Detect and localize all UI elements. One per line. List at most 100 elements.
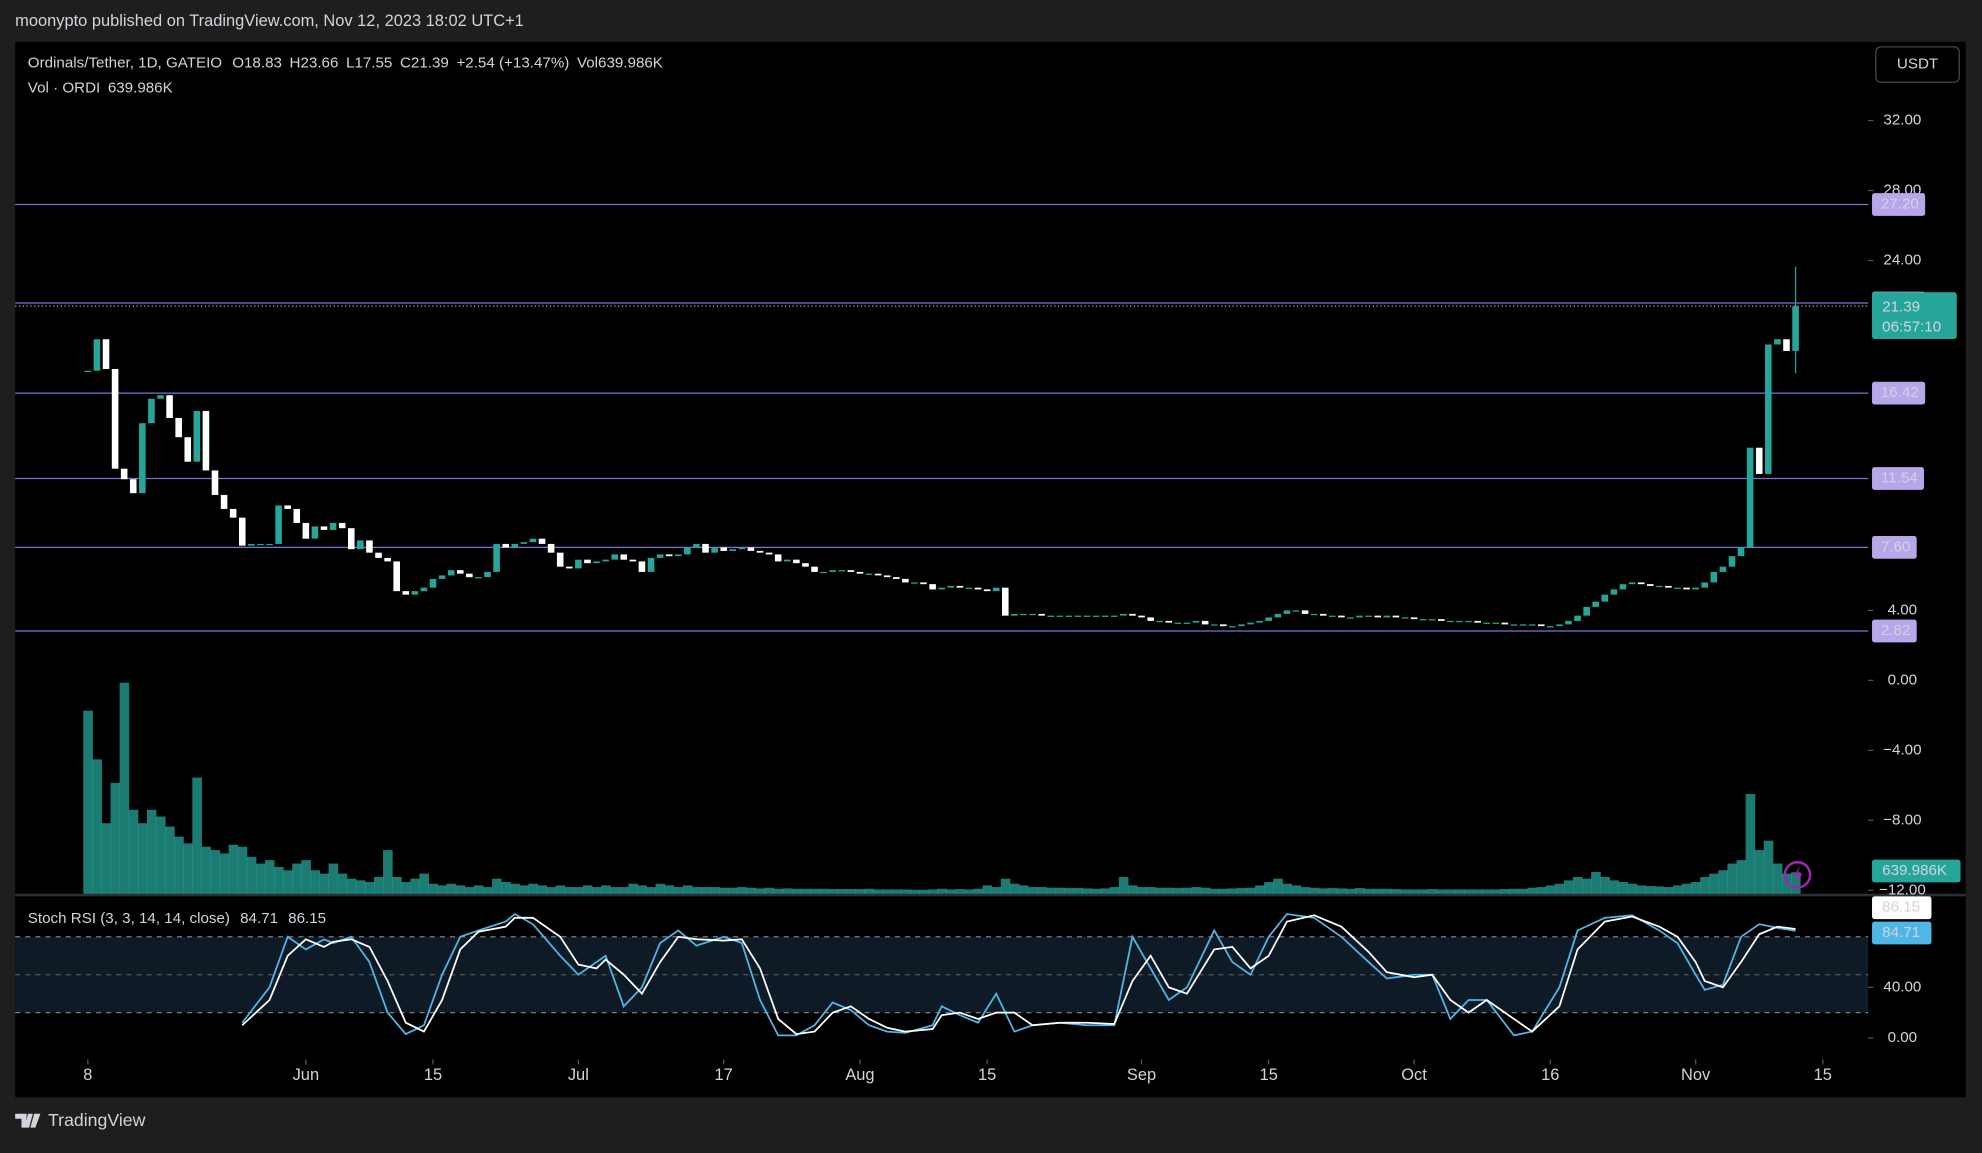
volume-bar xyxy=(809,888,820,894)
volume-bar xyxy=(1164,887,1174,894)
candle xyxy=(1401,617,1409,619)
candle xyxy=(1674,587,1681,589)
candle xyxy=(393,561,400,592)
y-tick-label: 0.00 xyxy=(1888,671,1918,688)
volume-bar xyxy=(1336,888,1347,894)
candle xyxy=(1565,620,1572,625)
candle xyxy=(892,577,900,579)
volume-bar xyxy=(219,853,230,894)
candle xyxy=(1247,622,1254,625)
volume-bar xyxy=(1064,888,1074,894)
currency-button[interactable] xyxy=(1875,46,1960,83)
ohlc-letter: H xyxy=(290,54,301,71)
candle xyxy=(538,538,546,544)
candle xyxy=(584,559,591,564)
volume-letter: Vol xyxy=(577,54,598,71)
volume-bar xyxy=(183,843,193,894)
candle xyxy=(1610,589,1618,595)
volume-bar xyxy=(201,846,211,894)
volume-bar xyxy=(146,809,157,894)
volume-bar xyxy=(1654,886,1665,894)
volume-bar xyxy=(1700,876,1710,894)
candle xyxy=(1083,615,1091,617)
level-box xyxy=(1872,193,1926,216)
candle xyxy=(1020,613,1027,616)
volume-bar xyxy=(955,889,965,894)
candle xyxy=(329,522,337,530)
volume-bar xyxy=(1409,889,1420,894)
volume-bar xyxy=(301,860,311,894)
volume-bar xyxy=(773,888,784,894)
volume-bar xyxy=(1400,889,1411,894)
volume-bar xyxy=(1591,871,1601,894)
candle xyxy=(929,584,936,590)
candle xyxy=(248,543,255,546)
currency[interactable]: USDT xyxy=(1897,56,1938,73)
volume-bar xyxy=(1609,880,1619,894)
volume-bar xyxy=(664,885,675,894)
candle xyxy=(938,587,945,590)
candle xyxy=(1765,344,1772,474)
volume-bar xyxy=(119,682,130,894)
volume-bar xyxy=(492,878,502,894)
candle xyxy=(1365,615,1372,617)
stoch-value-box xyxy=(1872,896,1932,920)
volume-bar xyxy=(1037,887,1047,894)
candle xyxy=(284,505,291,509)
candle xyxy=(629,559,637,562)
candle xyxy=(983,589,991,592)
candle xyxy=(756,550,764,553)
volume-bar xyxy=(1018,885,1029,894)
candle xyxy=(1238,624,1245,627)
candle xyxy=(202,410,210,471)
volume-bar xyxy=(292,863,302,894)
candle xyxy=(793,559,800,564)
last-price: 21.39 xyxy=(1882,298,1920,315)
volume-bar xyxy=(1582,878,1592,894)
volume-bar xyxy=(1745,793,1756,894)
candle xyxy=(1447,620,1454,623)
candle xyxy=(493,543,500,572)
level-box xyxy=(1872,536,1917,559)
candle xyxy=(375,552,382,558)
stoch-y-tick-label: 40.00 xyxy=(1883,978,1921,995)
candle xyxy=(711,547,718,553)
volume-bar xyxy=(1345,888,1356,894)
candle xyxy=(738,547,746,550)
candle xyxy=(429,578,437,588)
candle xyxy=(702,543,709,553)
candle xyxy=(384,557,391,562)
candle xyxy=(920,582,927,585)
volume-bar xyxy=(1273,878,1283,894)
volume-bar xyxy=(192,777,202,894)
countdown: 06:57:10 xyxy=(1882,319,1941,336)
candle xyxy=(166,395,173,418)
volume-bar xyxy=(1055,887,1065,894)
volume-bar xyxy=(128,809,139,894)
stoch-value-label: 84.71 xyxy=(1882,924,1920,941)
candle xyxy=(193,410,201,462)
volume-bar xyxy=(1373,888,1383,894)
candle xyxy=(456,570,464,574)
lightning-icon[interactable] xyxy=(1783,860,1812,889)
volume-bar xyxy=(473,885,484,894)
candle xyxy=(902,578,909,583)
candle xyxy=(1710,571,1718,583)
volume-bar xyxy=(619,887,629,894)
x-tick-label: Aug xyxy=(845,1066,874,1084)
candle xyxy=(1556,624,1563,627)
volume-bar xyxy=(1636,885,1647,894)
volume-bar xyxy=(610,887,620,894)
volume-bar xyxy=(682,885,693,894)
candle xyxy=(466,573,473,578)
volume-bar xyxy=(1763,840,1774,894)
candle xyxy=(1301,610,1309,614)
volume-bar xyxy=(1209,888,1220,894)
candle xyxy=(620,554,628,560)
volume-bar xyxy=(646,887,657,894)
volume-bar xyxy=(401,882,411,894)
candle xyxy=(1174,622,1182,624)
volume-bar xyxy=(155,816,166,894)
volume-bar xyxy=(237,846,248,894)
